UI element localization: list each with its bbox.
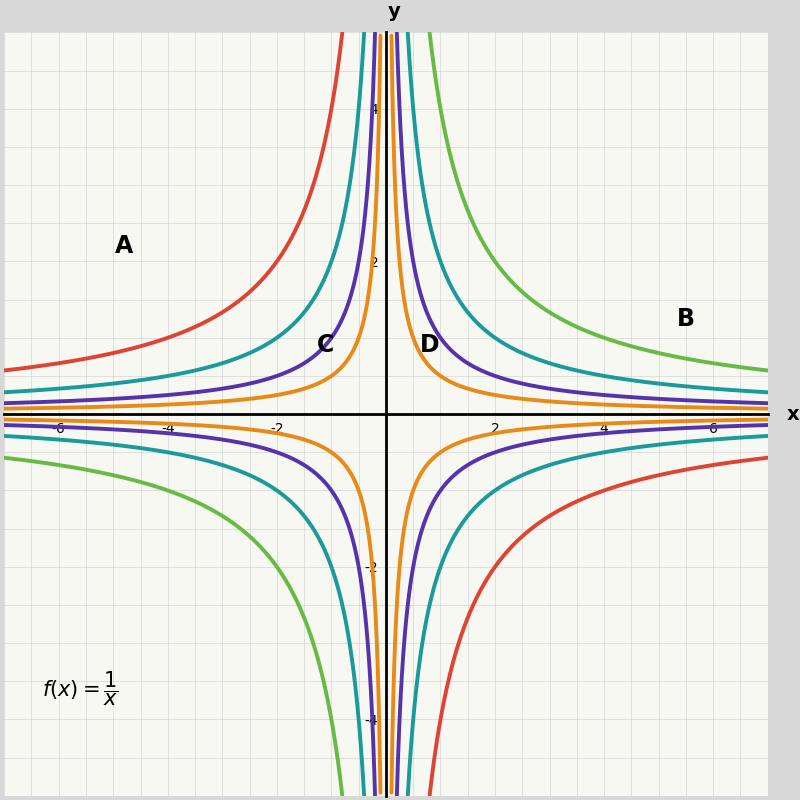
- Text: B: B: [677, 306, 695, 330]
- Text: A: A: [115, 234, 134, 258]
- Text: x: x: [786, 405, 799, 424]
- Text: C: C: [318, 334, 334, 358]
- Text: D: D: [420, 334, 439, 358]
- Text: y: y: [388, 2, 401, 21]
- Text: $f(x) = \dfrac{1}{x}$: $f(x) = \dfrac{1}{x}$: [42, 670, 119, 708]
